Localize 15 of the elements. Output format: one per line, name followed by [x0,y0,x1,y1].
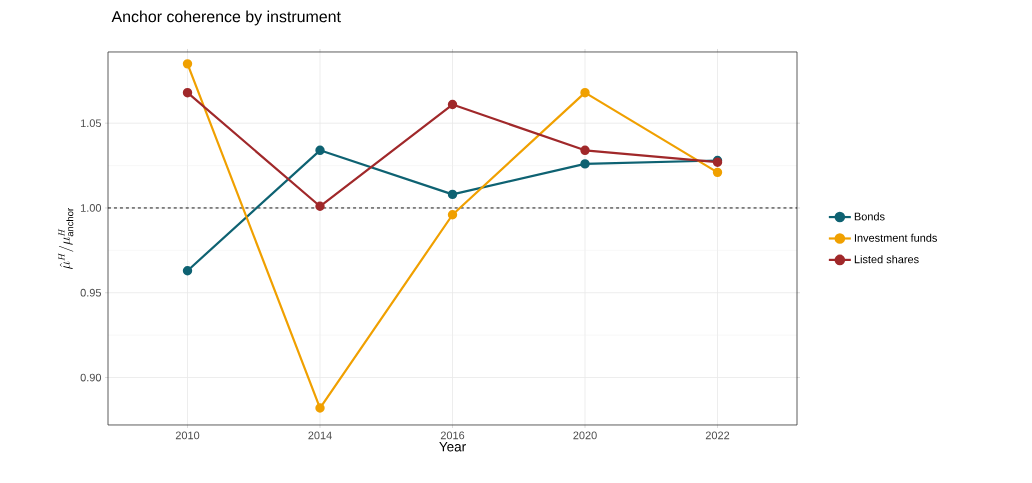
y-tick-label: 1.05 [80,119,102,128]
y-tick-label: 0.95 [80,288,102,297]
x-tick-label: 2022 [705,431,730,440]
x-tick-label: 2010 [175,431,200,440]
y-tick-label: 1.00 [80,204,102,212]
x-tick-label: 2020 [573,431,597,440]
legend-label: Investment funds [854,233,937,242]
legend-label: Bonds [854,212,885,221]
x-tick-label: 2016 [440,431,465,440]
legend-label: Listed shares [854,255,919,264]
y-tick-label: 0.90 [80,373,102,382]
x-tick-label: 2014 [308,431,332,440]
chart-title: Anchor coherence by instrument [111,10,341,26]
x-axis-title: Year [439,442,466,452]
y-axis-title: $\hat{\mu}^{H}/\mu^{H}_{\mathrm{anchor}}$ [58,208,74,270]
